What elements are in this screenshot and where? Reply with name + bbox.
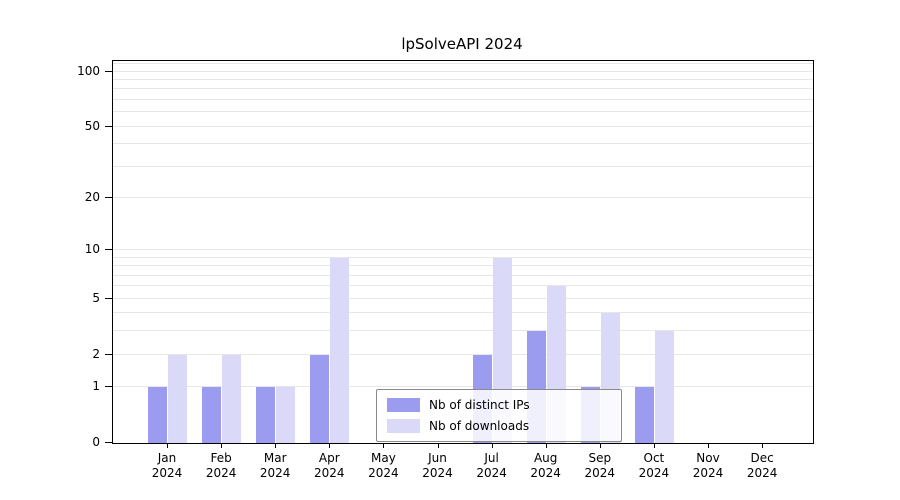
- y-tick-label: 0: [92, 435, 100, 449]
- bar-downloads-feb: [222, 354, 242, 443]
- gridline: [113, 353, 813, 355]
- gridline: [113, 249, 813, 250]
- gridline: [113, 386, 813, 388]
- y-tick-mark: [105, 353, 112, 355]
- x-tick-label-aug: Aug 2024: [530, 451, 561, 480]
- gridline: [113, 256, 813, 258]
- x-tick-label-mar: Mar 2024: [259, 451, 291, 480]
- y-tick-label: 50: [84, 118, 100, 133]
- legend: Nb of distinct IPs Nb of downloads: [376, 389, 622, 442]
- gridline: [113, 196, 813, 198]
- y-tick-mark: [105, 196, 112, 198]
- x-tick-mark: [383, 443, 385, 448]
- legend-label-downloads: Nb of downloads: [429, 419, 530, 433]
- x-tick-mark: [599, 443, 601, 448]
- x-tick-label-jan: Jan 2024: [151, 451, 183, 480]
- gridline: [113, 62, 813, 64]
- gridline: [113, 297, 813, 299]
- bar-downloads-jan: [168, 354, 187, 443]
- bar-distinct-ips-jan: [148, 387, 167, 443]
- gridline: [113, 330, 813, 332]
- x-tick-mark: [167, 443, 168, 448]
- gridline: [113, 78, 813, 80]
- gridline: [113, 165, 813, 167]
- plot-area: Nb of distinct IPs Nb of downloads: [112, 60, 814, 444]
- legend-swatch-downloads-icon: [387, 419, 420, 433]
- y-tick-label: 2: [92, 346, 100, 361]
- legend-item-distinct-ips: Nb of distinct IPs: [387, 398, 611, 412]
- x-tick-label-sep: Sep 2024: [584, 451, 616, 480]
- gridline: [113, 312, 813, 314]
- x-tick-mark: [708, 443, 709, 448]
- bar-downloads-oct: [654, 331, 674, 443]
- bar-downloads-mar: [276, 387, 296, 443]
- bar-distinct-ips-feb: [202, 387, 222, 443]
- x-tick-mark: [491, 443, 493, 448]
- x-tick-label-dec: Dec 2024: [746, 451, 778, 480]
- bar-downloads-apr: [330, 257, 350, 443]
- x-tick-mark: [653, 443, 655, 448]
- gridline: [113, 285, 813, 287]
- y-tick-mark: [105, 70, 112, 72]
- gridline: [113, 88, 813, 90]
- x-tick-mark: [221, 443, 223, 448]
- gridline: [113, 70, 813, 72]
- bar-distinct-ips-mar: [256, 387, 276, 443]
- x-tick-label-may: May 2024: [368, 451, 399, 480]
- gridline: [113, 265, 813, 267]
- x-tick-label-jul: Jul 2024: [476, 451, 507, 480]
- x-tick-label-oct: Oct 2024: [638, 451, 670, 480]
- y-tick-label: 1: [92, 379, 100, 394]
- gridline: [113, 125, 813, 127]
- y-tick-mark: [105, 442, 112, 443]
- y-tick-mark: [105, 249, 112, 250]
- bar-distinct-ips-apr: [310, 354, 330, 443]
- x-tick-label-jun: Jun 2024: [422, 451, 453, 480]
- gridline: [113, 98, 813, 100]
- gridline: [113, 111, 813, 112]
- gridline: [113, 274, 813, 276]
- x-tick-mark: [762, 443, 764, 448]
- x-tick-label-feb: Feb 2024: [205, 451, 237, 480]
- legend-label-distinct-ips: Nb of distinct IPs: [429, 398, 530, 412]
- x-tick-mark: [329, 443, 331, 448]
- y-tick-label: 10: [84, 242, 100, 256]
- legend-item-downloads: Nb of downloads: [387, 419, 611, 433]
- y-tick-mark: [105, 297, 112, 299]
- x-tick-mark: [275, 443, 277, 448]
- legend-swatch-distinct-ips-icon: [387, 398, 420, 412]
- y-tick-mark: [105, 386, 112, 388]
- x-tick-label-nov: Nov 2024: [692, 451, 724, 480]
- bar-distinct-ips-oct: [634, 387, 654, 443]
- gridline: [113, 143, 813, 144]
- chart-title: lpSolveAPI 2024: [401, 35, 523, 53]
- y-tick-mark: [105, 125, 112, 127]
- x-tick-label-apr: Apr 2024: [314, 451, 345, 480]
- y-tick-label: 20: [84, 189, 100, 204]
- x-tick-mark: [437, 443, 439, 448]
- y-tick-label: 5: [92, 290, 100, 305]
- x-tick-mark: [545, 443, 547, 448]
- y-tick-label: 100: [77, 63, 100, 78]
